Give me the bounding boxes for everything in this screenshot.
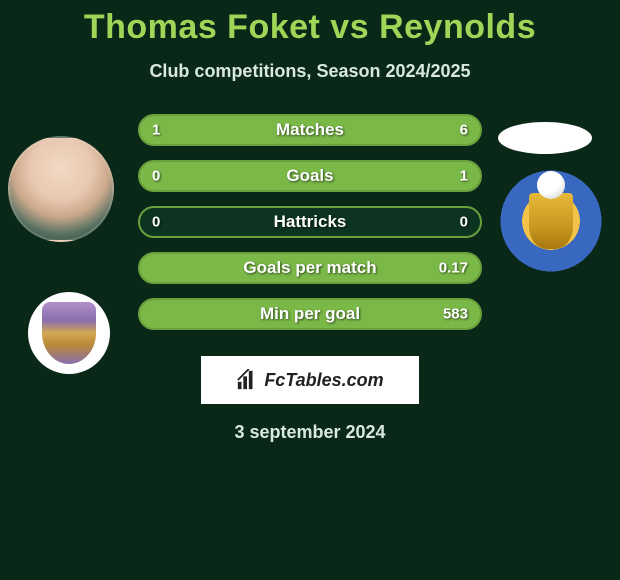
stat-rows: Matches 1 6 Goals 0 1 Hattricks 0 0 Goals per mat… [0, 114, 620, 330]
stat-value-left: 1 [152, 122, 160, 139]
stat-pill: Goals per match 0.17 [138, 252, 482, 284]
date-caption: 3 september 2024 [0, 422, 620, 443]
stat-value-right: 1 [460, 168, 468, 185]
stat-pill: Min per goal 583 [138, 298, 482, 330]
stat-row: Matches 1 6 [138, 114, 482, 146]
stat-value-left: 0 [152, 168, 160, 185]
stat-value-right: 6 [460, 122, 468, 139]
stat-value-right: 0 [460, 214, 468, 231]
stat-pill: Goals 0 1 [138, 160, 482, 192]
stat-pill: Hattricks 0 0 [138, 206, 482, 238]
stat-pill: Matches 1 6 [138, 114, 482, 146]
stat-value-right: 583 [443, 306, 468, 323]
stat-label: Goals [286, 166, 333, 186]
stat-label: Min per goal [260, 304, 360, 324]
page-subtitle: Club competitions, Season 2024/2025 [0, 61, 620, 82]
stat-row: Goals 0 1 [138, 160, 482, 192]
stat-label: Hattricks [274, 212, 347, 232]
page-title: Thomas Foket vs Reynolds [0, 8, 620, 47]
stat-value-left: 0 [152, 214, 160, 231]
stat-row: Min per goal 583 [138, 298, 482, 330]
stat-row: Hattricks 0 0 [138, 206, 482, 238]
stat-value-right: 0.17 [439, 260, 468, 277]
source-logo: FcTables.com [201, 356, 419, 404]
comparison-card: Thomas Foket vs Reynolds Club competitio… [0, 0, 620, 443]
source-logo-text: FcTables.com [264, 370, 383, 391]
stat-row: Goals per match 0.17 [138, 252, 482, 284]
bars-icon [236, 369, 258, 391]
stat-label: Matches [276, 120, 344, 140]
stat-label: Goals per match [243, 258, 376, 278]
